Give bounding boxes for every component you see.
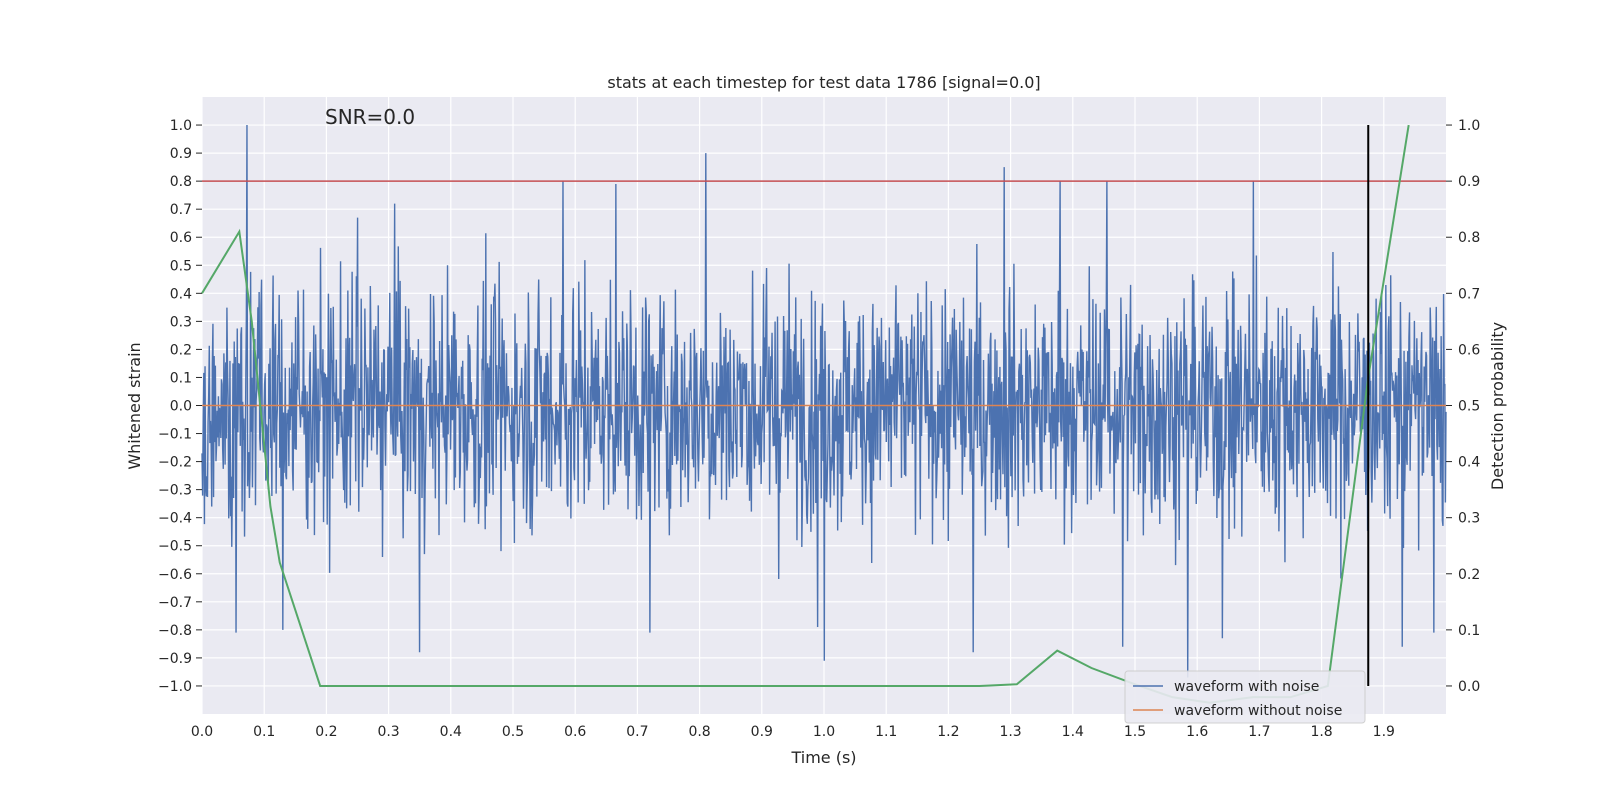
- y2-tick-label: 0.7: [1458, 286, 1480, 302]
- x-tick-label: 0.7: [626, 724, 648, 740]
- y2-tick-label: 0.9: [1458, 174, 1480, 190]
- x-tick-label: 0.5: [502, 724, 524, 740]
- x-tick-label: 1.0: [813, 724, 835, 740]
- y2-tick-label: 0.1: [1458, 623, 1480, 639]
- y-tick-label: 0.4: [170, 286, 192, 302]
- x-tick-label: 0.9: [751, 724, 773, 740]
- y-tick-label: 0.7: [170, 202, 192, 218]
- y-tick-label: 0.1: [170, 370, 192, 386]
- chart-title: stats at each timestep for test data 178…: [607, 73, 1040, 92]
- x-tick-label: 1.3: [999, 724, 1021, 740]
- y2-tick-label: 0.8: [1458, 230, 1480, 246]
- y2-tick-label: 0.0: [1458, 679, 1480, 695]
- x-tick-label: 0.3: [377, 724, 399, 740]
- x-tick-label: 0.8: [688, 724, 710, 740]
- y2-tick-label: 0.2: [1458, 567, 1480, 583]
- y-tick-label: 0.3: [170, 314, 192, 330]
- x-tick-label: 0.1: [253, 724, 275, 740]
- y2-axis-ticks: 1.0 0.9 0.8 0.7 0.6 0.5 0.4 0.3 0.2 0.1 0.0: [1446, 118, 1480, 695]
- snr-annotation: SNR=0.0: [325, 105, 415, 129]
- y-tick-label: −0.7: [158, 595, 192, 611]
- x-axis-ticks: 0.0 0.1 0.2 0.3 0.4 0.5 0.6 0.7 0.8 0.9 1.0 1.1 1.2 1…: [191, 724, 1395, 740]
- x-tick-label: 0.0: [191, 724, 213, 740]
- legend-label-noisy: waveform with noise: [1174, 679, 1319, 695]
- y-tick-label: 0.0: [170, 399, 192, 415]
- y2-axis-label: Detection probability: [1488, 322, 1507, 490]
- y-tick-label: 0.2: [170, 342, 192, 358]
- y-tick-label: −0.1: [158, 427, 192, 443]
- y2-tick-label: 0.4: [1458, 455, 1480, 471]
- y2-tick-label: 0.3: [1458, 511, 1480, 527]
- y-tick-label: −0.3: [158, 483, 192, 499]
- y-tick-label: −0.5: [158, 539, 192, 555]
- y-tick-label: −0.4: [158, 511, 192, 527]
- y-tick-label: −0.2: [158, 455, 192, 471]
- y2-tick-label: 1.0: [1458, 118, 1480, 134]
- x-axis-label: Time (s): [790, 748, 856, 767]
- series-layer: [201, 125, 1447, 678]
- legend: waveform with noise waveform without noi…: [1124, 670, 1366, 724]
- y-tick-label: 0.8: [170, 174, 192, 190]
- x-tick-label: 0.2: [315, 724, 337, 740]
- y-tick-label: 0.6: [170, 230, 192, 246]
- y-axis-ticks: 1.0 0.9 0.8 0.7 0.6 0.5 0.4 0.3 0.2 0.1 0.0 −0.1 −0.…: [158, 118, 202, 695]
- x-tick-label: 0.6: [564, 724, 586, 740]
- y-axis-label: Whitened strain: [125, 342, 144, 469]
- y2-tick-label: 0.6: [1458, 342, 1480, 358]
- y-tick-label: 0.9: [170, 146, 192, 162]
- y-tick-label: 0.5: [170, 258, 192, 274]
- x-tick-label: 1.2: [937, 724, 959, 740]
- x-tick-label: 1.9: [1373, 724, 1395, 740]
- legend-label-clean: waveform without noise: [1174, 703, 1342, 719]
- y-tick-label: −1.0: [158, 679, 192, 695]
- x-tick-label: 1.7: [1248, 724, 1270, 740]
- y-tick-label: −0.8: [158, 623, 192, 639]
- x-tick-label: 1.1: [875, 724, 897, 740]
- x-tick-label: 0.4: [440, 724, 462, 740]
- y2-tick-label: 0.5: [1458, 399, 1480, 415]
- y-tick-label: 1.0: [170, 118, 192, 134]
- x-tick-label: 1.6: [1186, 724, 1208, 740]
- y-tick-label: −0.6: [158, 567, 192, 583]
- series-waveform-with-noise: [201, 125, 1447, 678]
- y-tick-label: −0.9: [158, 651, 192, 667]
- x-tick-label: 1.4: [1062, 724, 1084, 740]
- x-tick-label: 1.5: [1124, 724, 1146, 740]
- x-tick-label: 1.8: [1310, 724, 1332, 740]
- legend-box: [1124, 670, 1366, 724]
